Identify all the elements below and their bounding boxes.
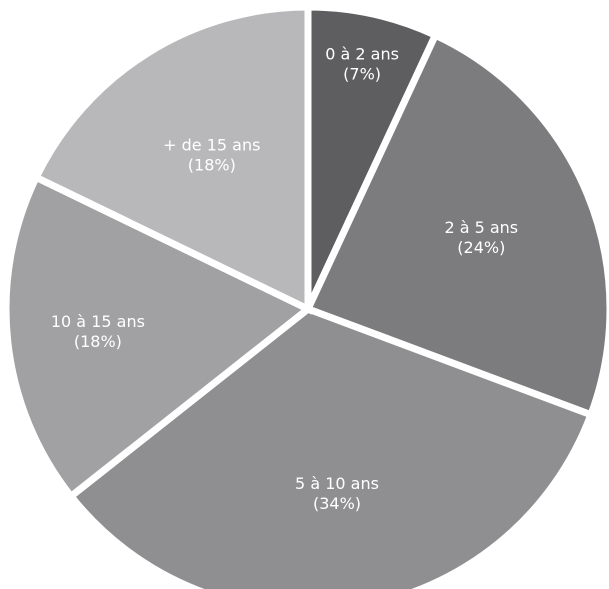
slice-label: 10 à 15 ans [51, 312, 145, 331]
labels-layer: 0 à 2 ans(7%) 2 à 5 ans(24%) 5 à 10 ans(34… [51, 44, 518, 513]
pie-slice [2, 172, 315, 502]
slice-label: 2 à 5 ans [444, 218, 518, 237]
pie-slice [303, 30, 609, 420]
slice-percent-label: (7%) [343, 64, 381, 83]
slice-percent-label: (24%) [457, 238, 505, 257]
slice-label: 0 à 2 ans [325, 44, 399, 63]
pie-slice [31, 3, 312, 315]
slices-layer [2, 3, 609, 589]
pie-slice [66, 305, 596, 589]
slice-label: + de 15 ans [163, 136, 260, 155]
slice-label: 5 à 10 ans [295, 474, 379, 493]
slice-percent-label: (18%) [74, 332, 122, 351]
slice-percent-label: (18%) [188, 156, 236, 175]
slice-percent-label: (34%) [313, 494, 361, 513]
